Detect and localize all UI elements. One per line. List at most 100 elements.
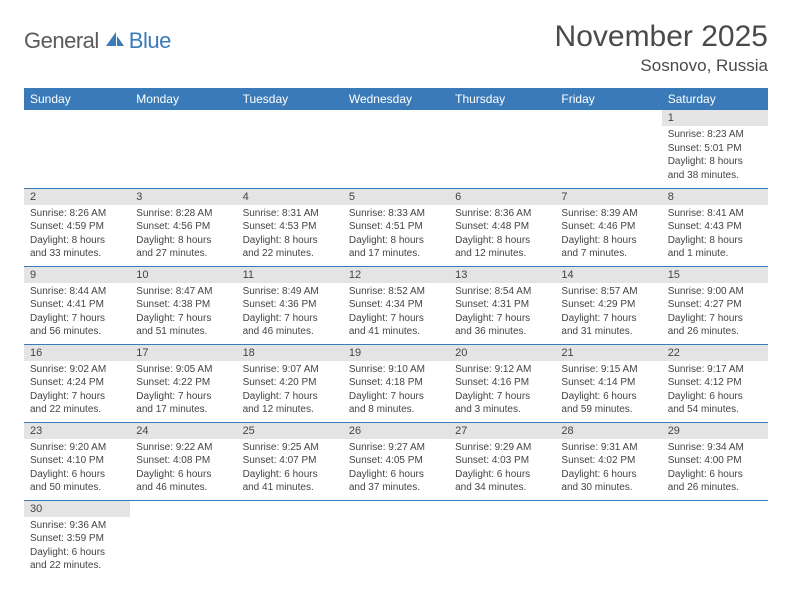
daylight-text: Daylight: 7 hours and 56 minutes. xyxy=(30,312,124,339)
weekday-header: Monday xyxy=(130,88,236,110)
sunset-text: Sunset: 4:16 PM xyxy=(455,376,549,390)
sunrise-text: Sunrise: 8:23 AM xyxy=(668,128,762,142)
sunrise-text: Sunrise: 8:47 AM xyxy=(136,285,230,299)
day-number: 17 xyxy=(130,345,236,361)
calendar-cell: 12Sunrise: 8:52 AMSunset: 4:34 PMDayligh… xyxy=(343,266,449,344)
day-data: Sunrise: 8:28 AMSunset: 4:56 PMDaylight:… xyxy=(130,205,236,265)
sail-icon xyxy=(104,30,126,53)
calendar-cell: 16Sunrise: 9:02 AMSunset: 4:24 PMDayligh… xyxy=(24,344,130,422)
calendar-cell: 4Sunrise: 8:31 AMSunset: 4:53 PMDaylight… xyxy=(237,188,343,266)
day-number: 15 xyxy=(662,267,768,283)
calendar-cell: 23Sunrise: 9:20 AMSunset: 4:10 PMDayligh… xyxy=(24,422,130,500)
calendar-cell-empty xyxy=(237,110,343,188)
day-data: Sunrise: 8:41 AMSunset: 4:43 PMDaylight:… xyxy=(662,205,768,265)
calendar-cell: 19Sunrise: 9:10 AMSunset: 4:18 PMDayligh… xyxy=(343,344,449,422)
sunrise-text: Sunrise: 8:26 AM xyxy=(30,207,124,221)
day-number: 29 xyxy=(662,423,768,439)
day-number: 9 xyxy=(24,267,130,283)
day-number: 7 xyxy=(555,189,661,205)
sunrise-text: Sunrise: 9:31 AM xyxy=(561,441,655,455)
daylight-text: Daylight: 7 hours and 22 minutes. xyxy=(30,390,124,417)
calendar-cell-empty xyxy=(555,110,661,188)
daylight-text: Daylight: 7 hours and 36 minutes. xyxy=(455,312,549,339)
daylight-text: Daylight: 6 hours and 54 minutes. xyxy=(668,390,762,417)
weekday-header: Friday xyxy=(555,88,661,110)
sunrise-text: Sunrise: 8:36 AM xyxy=(455,207,549,221)
day-number: 1 xyxy=(662,110,768,126)
calendar-cell: 22Sunrise: 9:17 AMSunset: 4:12 PMDayligh… xyxy=(662,344,768,422)
sunrise-text: Sunrise: 9:25 AM xyxy=(243,441,337,455)
sunset-text: Sunset: 3:59 PM xyxy=(30,532,124,546)
day-number: 14 xyxy=(555,267,661,283)
calendar-cell-blank xyxy=(555,500,661,578)
weekday-header: Sunday xyxy=(24,88,130,110)
sunrise-text: Sunrise: 8:31 AM xyxy=(243,207,337,221)
sunset-text: Sunset: 4:38 PM xyxy=(136,298,230,312)
sunset-text: Sunset: 4:20 PM xyxy=(243,376,337,390)
sunset-text: Sunset: 4:41 PM xyxy=(30,298,124,312)
day-data: Sunrise: 8:54 AMSunset: 4:31 PMDaylight:… xyxy=(449,283,555,343)
sunrise-text: Sunrise: 8:39 AM xyxy=(561,207,655,221)
daylight-text: Daylight: 7 hours and 26 minutes. xyxy=(668,312,762,339)
title-block: November 2025 Sosnovo, Russia xyxy=(555,20,768,76)
sunset-text: Sunset: 4:00 PM xyxy=(668,454,762,468)
day-data: Sunrise: 9:17 AMSunset: 4:12 PMDaylight:… xyxy=(662,361,768,421)
sunset-text: Sunset: 5:01 PM xyxy=(668,142,762,156)
sunrise-text: Sunrise: 8:41 AM xyxy=(668,207,762,221)
daylight-text: Daylight: 7 hours and 31 minutes. xyxy=(561,312,655,339)
calendar-table: SundayMondayTuesdayWednesdayThursdayFrid… xyxy=(24,88,768,578)
sunset-text: Sunset: 4:05 PM xyxy=(349,454,443,468)
day-number: 19 xyxy=(343,345,449,361)
day-data: Sunrise: 8:57 AMSunset: 4:29 PMDaylight:… xyxy=(555,283,661,343)
calendar-cell: 27Sunrise: 9:29 AMSunset: 4:03 PMDayligh… xyxy=(449,422,555,500)
calendar-cell: 18Sunrise: 9:07 AMSunset: 4:20 PMDayligh… xyxy=(237,344,343,422)
calendar-row: 2Sunrise: 8:26 AMSunset: 4:59 PMDaylight… xyxy=(24,188,768,266)
sunset-text: Sunset: 4:34 PM xyxy=(349,298,443,312)
sunrise-text: Sunrise: 9:00 AM xyxy=(668,285,762,299)
calendar-cell: 25Sunrise: 9:25 AMSunset: 4:07 PMDayligh… xyxy=(237,422,343,500)
sunrise-text: Sunrise: 9:27 AM xyxy=(349,441,443,455)
weekday-header: Thursday xyxy=(449,88,555,110)
logo: General Blue xyxy=(24,28,171,54)
day-data: Sunrise: 9:31 AMSunset: 4:02 PMDaylight:… xyxy=(555,439,661,499)
sunset-text: Sunset: 4:24 PM xyxy=(30,376,124,390)
day-data: Sunrise: 9:20 AMSunset: 4:10 PMDaylight:… xyxy=(24,439,130,499)
calendar-cell-blank xyxy=(449,500,555,578)
calendar-cell-empty xyxy=(449,110,555,188)
daylight-text: Daylight: 8 hours and 17 minutes. xyxy=(349,234,443,261)
day-number: 26 xyxy=(343,423,449,439)
weekday-header-row: SundayMondayTuesdayWednesdayThursdayFrid… xyxy=(24,88,768,110)
day-data: Sunrise: 8:31 AMSunset: 4:53 PMDaylight:… xyxy=(237,205,343,265)
sunset-text: Sunset: 4:07 PM xyxy=(243,454,337,468)
daylight-text: Daylight: 8 hours and 27 minutes. xyxy=(136,234,230,261)
day-data: Sunrise: 9:15 AMSunset: 4:14 PMDaylight:… xyxy=(555,361,661,421)
logo-text-blue: Blue xyxy=(129,28,171,54)
calendar-cell: 24Sunrise: 9:22 AMSunset: 4:08 PMDayligh… xyxy=(130,422,236,500)
day-number: 21 xyxy=(555,345,661,361)
day-data: Sunrise: 9:34 AMSunset: 4:00 PMDaylight:… xyxy=(662,439,768,499)
day-number: 3 xyxy=(130,189,236,205)
sunset-text: Sunset: 4:48 PM xyxy=(455,220,549,234)
sunrise-text: Sunrise: 8:57 AM xyxy=(561,285,655,299)
sunset-text: Sunset: 4:10 PM xyxy=(30,454,124,468)
day-number: 12 xyxy=(343,267,449,283)
sunrise-text: Sunrise: 9:34 AM xyxy=(668,441,762,455)
daylight-text: Daylight: 7 hours and 51 minutes. xyxy=(136,312,230,339)
daylight-text: Daylight: 7 hours and 41 minutes. xyxy=(349,312,443,339)
day-number: 30 xyxy=(24,501,130,517)
day-number: 24 xyxy=(130,423,236,439)
sunset-text: Sunset: 4:46 PM xyxy=(561,220,655,234)
day-data: Sunrise: 8:47 AMSunset: 4:38 PMDaylight:… xyxy=(130,283,236,343)
calendar-cell: 15Sunrise: 9:00 AMSunset: 4:27 PMDayligh… xyxy=(662,266,768,344)
day-data: Sunrise: 9:25 AMSunset: 4:07 PMDaylight:… xyxy=(237,439,343,499)
daylight-text: Daylight: 6 hours and 59 minutes. xyxy=(561,390,655,417)
daylight-text: Daylight: 6 hours and 22 minutes. xyxy=(30,546,124,573)
calendar-cell: 10Sunrise: 8:47 AMSunset: 4:38 PMDayligh… xyxy=(130,266,236,344)
sunset-text: Sunset: 4:43 PM xyxy=(668,220,762,234)
day-data: Sunrise: 8:39 AMSunset: 4:46 PMDaylight:… xyxy=(555,205,661,265)
sunrise-text: Sunrise: 9:20 AM xyxy=(30,441,124,455)
day-number: 6 xyxy=(449,189,555,205)
day-number: 2 xyxy=(24,189,130,205)
calendar-cell: 11Sunrise: 8:49 AMSunset: 4:36 PMDayligh… xyxy=(237,266,343,344)
calendar-cell: 30Sunrise: 9:36 AMSunset: 3:59 PMDayligh… xyxy=(24,500,130,578)
